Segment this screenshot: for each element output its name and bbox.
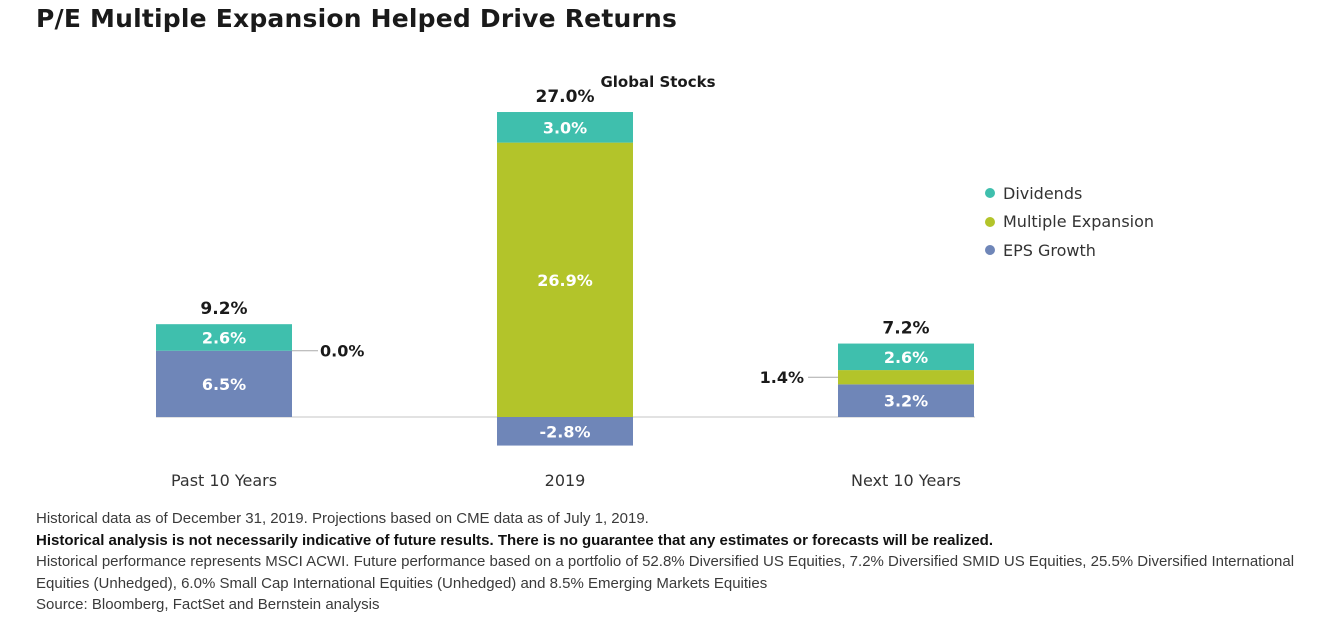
category-label-past-10-years: Past 10 Years: [171, 471, 277, 490]
total-label-next-10-years: 7.2%: [882, 319, 929, 339]
legend-item-dividends: Dividends: [985, 179, 1154, 208]
bar-2019-eps-growth: [497, 417, 633, 446]
footnote-source: Source: Bloomberg, FactSet and Bernstein…: [36, 596, 380, 613]
bar-next-10-years-eps-growth: [838, 384, 974, 417]
data-label-2019-multiple-expansion: 26.9%: [537, 271, 593, 290]
data-label-next-10-years-eps-growth: 3.2%: [884, 392, 928, 411]
total-label-2019: 27.0%: [536, 87, 595, 107]
legend-label-eps-growth: EPS Growth: [1003, 240, 1096, 260]
bar-past-10-years-dividends: [156, 324, 292, 351]
category-label-2019: 2019: [545, 471, 586, 490]
chart-legend: Dividends Multiple Expansion EPS Growth: [985, 179, 1154, 265]
legend-dot-eps-growth: [985, 245, 995, 256]
legend-item-multiple-expansion: Multiple Expansion: [985, 208, 1154, 237]
data-label-2019-eps-growth: -2.8%: [539, 422, 590, 441]
legend-item-eps-growth: EPS Growth: [985, 236, 1154, 265]
bar-2019-dividends: [497, 112, 633, 143]
bar-2019-multiple-expansion: [497, 142, 633, 417]
data-label-past-10-years-dividends: 2.6%: [202, 328, 246, 347]
category-label-next-10-years: Next 10 Years: [851, 471, 961, 490]
data-label-past-10-years-eps-growth: 6.5%: [202, 375, 246, 394]
data-label-2019-dividends: 3.0%: [543, 118, 587, 137]
bar-next-10-years-multiple-expansion: [838, 370, 974, 385]
stacked-bar-chart: Global Stocks 6.5% 0.0% 2.6% 9.2% Past 10 Yea…: [156, 73, 975, 490]
data-label-next-10-years-multiple-expansion: 1.4%: [760, 368, 804, 387]
bar-next-10-years-dividends: [838, 343, 974, 371]
legend-dot-multiple-expansion: [985, 216, 995, 227]
footnote-performance: Historical performance represents MSCI A…: [36, 553, 1295, 592]
legend-dot-dividends: [985, 188, 995, 199]
footnote-data-date: Historical data as of December 31, 2019.…: [36, 510, 649, 527]
footnotes: Historical data as of December 31, 2019.…: [36, 508, 1296, 616]
chart-subtitle: Global Stocks: [600, 73, 715, 91]
total-label-past-10-years: 9.2%: [200, 299, 247, 319]
data-label-past-10-years-multiple-expansion: 0.0%: [320, 342, 364, 361]
footnote-disclaimer: Historical analysis is not necessarily i…: [36, 531, 994, 549]
legend-label-multiple-expansion: Multiple Expansion: [1003, 212, 1155, 232]
legend-label-dividends: Dividends: [1003, 183, 1083, 203]
page-title: P/E Multiple Expansion Helped Drive Retu…: [36, 4, 678, 33]
bar-past-10-years-eps-growth: [156, 350, 292, 417]
data-label-next-10-years-dividends: 2.6%: [884, 348, 928, 367]
